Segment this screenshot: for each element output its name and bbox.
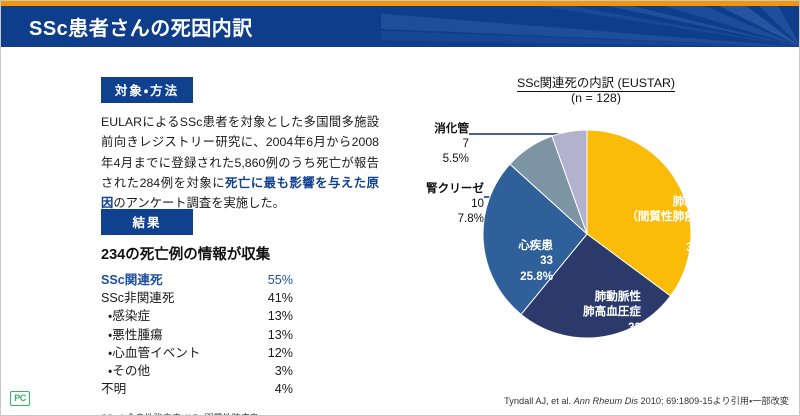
pie-callout-gi: 消化管 7 5.5%	[391, 121, 469, 166]
results-table: SSc関連死 55% SSc非関連死 41% ・感染症 13% ・悪性腫瘍 13% ・心血管イベ…	[101, 271, 293, 399]
results-tag: 結果	[101, 209, 193, 235]
citation-post: 2010; 69:1809-15より引用・一部改変	[637, 396, 789, 406]
header-ray-decoration	[381, 6, 799, 47]
pie-slice	[482, 163, 588, 316]
pie-slice-group	[482, 129, 692, 339]
abbreviations-note: SSc：全身性強皮症, ILD: 間質性肺疾患	[101, 411, 401, 415]
results-row-label: ・悪性腫瘍	[108, 327, 163, 342]
methods-text: EULARによるSSc患者を対象とした多国間多施設前向きレジストリー研究に、20…	[101, 112, 379, 213]
pie-label-cardiac-percent: 25.8%	[520, 269, 553, 283]
pie-label-pah-name2: 肺高血圧症	[583, 305, 641, 319]
pie-callout-renal-count: 10	[471, 197, 484, 211]
results-row-value: 55%	[267, 272, 293, 287]
results-row-value: 41%	[267, 290, 293, 305]
results-row: SSc関連死 55%	[101, 271, 293, 289]
slide-header: SSc患者さんの死因内訳	[1, 1, 799, 49]
results-section: 結果 234の死亡例の情報が収集 SSc関連死 55% SSc非関連死 41% ・感染症…	[101, 209, 401, 415]
pie-label-cardiac-name1: 心疾患	[518, 239, 553, 252]
results-row: ・悪性腫瘍 13%	[101, 326, 293, 344]
results-row-label: SSc関連死	[101, 272, 163, 287]
results-row-label: ・感染症	[108, 309, 151, 324]
pie-callout-renal-name: 腎クリーゼ	[426, 182, 484, 195]
results-row: ・感染症 13%	[101, 308, 293, 326]
results-heading: 234の死亡例の情報が収集	[101, 247, 271, 263]
results-row-label: ・その他	[108, 364, 151, 379]
pie-label-pah-count: 33	[628, 320, 641, 334]
results-row: SSc非関連死 41%	[101, 289, 293, 307]
pie-callout-gi-count: 7	[462, 137, 469, 151]
results-row-value: 3%	[274, 364, 293, 379]
chart-title-text: SSc関連死の内訳 (EUSTAR)	[516, 76, 676, 92]
pie-label-cardiac-count: 33	[540, 254, 553, 268]
pie-label-fibrosis-percent: 35.2%	[686, 240, 719, 254]
pie-label-cardiac: 心疾患 33 25.8%	[465, 238, 553, 284]
pie-label-fibrosis-name1: 肺線維症	[672, 195, 719, 208]
pie-label-fibrosis-count: 45	[706, 225, 719, 239]
brand-logo: PC	[10, 391, 30, 406]
header-divider	[1, 47, 799, 49]
pie-label-pah: 肺動脈性 肺高血圧症 33 25.8%	[531, 289, 641, 350]
header-navy-bar	[1, 6, 799, 47]
methods-text-part1: EULARによるSSc患者を対象とした多国間多施設前向きレジストリー研究に、20…	[101, 115, 379, 190]
citation-pre: Tyndall AJ, et al.	[504, 396, 574, 406]
results-row: 不明 4%	[101, 381, 293, 399]
results-row-value: 12%	[267, 345, 293, 360]
page-title: SSc患者さんの死因内訳	[29, 18, 253, 40]
results-row: ・心血管イベント 12%	[101, 344, 293, 362]
pie-callout-gi-percent: 5.5%	[442, 152, 469, 166]
pie-chart-section: SSc関連死の内訳 (EUSTAR) (n = 128) 消化管 7 5.5% …	[391, 63, 799, 383]
pie-label-pah-name1: 肺動脈性	[594, 290, 641, 303]
results-row-value: 4%	[274, 382, 293, 397]
results-row-value: 13%	[267, 327, 293, 342]
pie-label-fibrosis: 肺線維症 （間質性肺疾患） 45 35.2%	[587, 194, 719, 255]
pie-slice	[586, 129, 692, 297]
results-row-label: 不明	[101, 382, 127, 397]
citation-journal: Ann Rheum Dis	[573, 396, 638, 406]
pie-chart	[469, 129, 692, 339]
pie-callout-renal: 腎クリーゼ 10 7.8%	[391, 181, 484, 226]
methods-tag: 対象・方法	[101, 77, 193, 103]
citation: Tyndall AJ, et al. Ann Rheum Dis 2010; 6…	[504, 393, 789, 407]
methods-section: 対象・方法 EULARによるSSc患者を対象とした多国間多施設前向きレジストリー…	[101, 77, 401, 213]
header-orange-stripe	[1, 1, 799, 6]
results-row-label: ・心血管イベント	[108, 345, 201, 360]
chart-subtitle: (n = 128)	[571, 91, 621, 105]
pie-label-fibrosis-name2: （間質性肺疾患）	[626, 210, 719, 224]
pie-callout-gi-name: 消化管	[434, 122, 469, 135]
chart-title: SSc関連死の内訳 (EUSTAR)	[391, 73, 799, 92]
results-row-value: 13%	[267, 309, 293, 324]
methods-text-highlight: 死亡に最も影響を与えた原因	[101, 175, 379, 211]
results-row-label: SSc非関連死	[101, 290, 175, 305]
results-row: ・その他 3%	[101, 363, 293, 381]
pie-slice	[551, 129, 588, 235]
pie-label-pah-percent: 25.8%	[608, 335, 641, 349]
pie-callout-renal-percent: 7.8%	[457, 212, 484, 226]
methods-text-part2: のアンケート調査を実施した。	[113, 196, 285, 211]
pie-slice	[520, 233, 672, 339]
